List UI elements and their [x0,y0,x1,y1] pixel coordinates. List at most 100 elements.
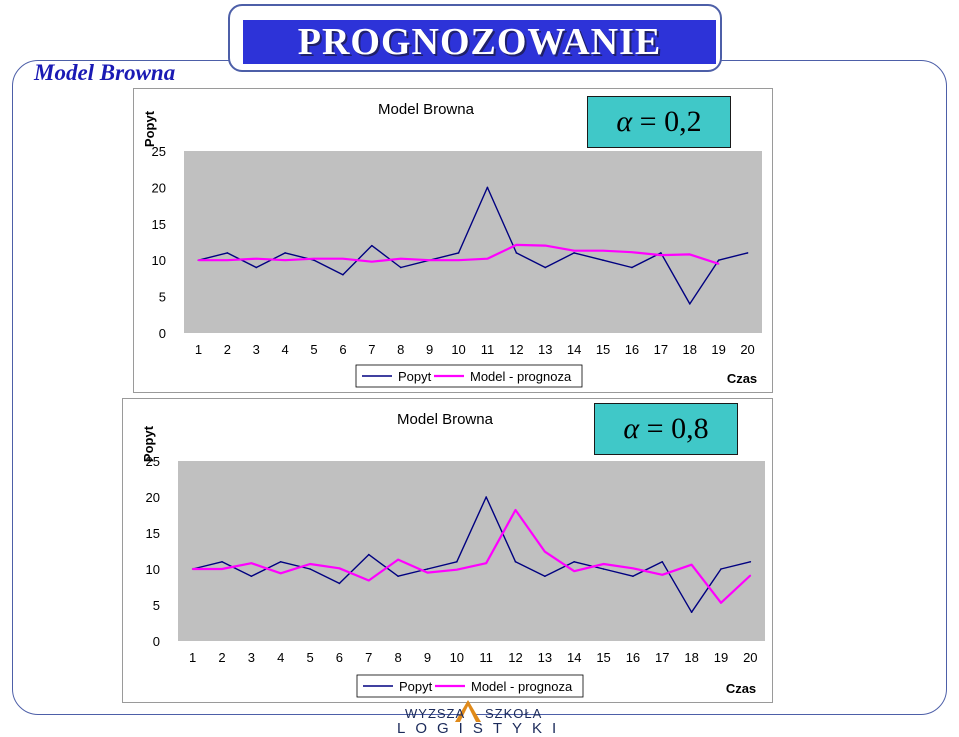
x-tick-label: 15 [596,342,610,357]
x-tick-label: 1 [189,650,196,665]
data-point [457,252,460,254]
data-point [514,509,517,511]
data-point [514,561,517,563]
data-point [456,561,458,563]
data-point [428,259,431,261]
data-point [338,582,341,585]
data-point [515,252,518,254]
logo-word-2: SZKOŁA [485,706,543,721]
y-tick-label: 5 [153,598,160,613]
data-point [515,244,518,246]
legend-label: Model - prognoza [470,369,572,384]
y-tick-label: 0 [153,634,160,649]
data-point [544,266,547,269]
school-logo: WYZSZA SZKOŁA LOGISTYKI [395,700,565,737]
x-tick-label: 12 [508,650,522,665]
data-point [544,244,547,247]
data-point [309,563,311,565]
data-point [342,257,344,260]
data-point [573,570,576,572]
data-point [717,263,720,265]
data-point [399,257,402,260]
y-tick-label: 20 [152,180,166,195]
data-point [631,266,633,269]
data-point [279,561,282,563]
data-point [250,575,253,577]
x-axis-label: Czas [726,681,756,696]
slide-subtitle: Model Browna [34,60,176,85]
data-point [309,568,311,570]
series-line-prognoza [192,508,752,604]
data-point [602,568,605,570]
data-point [279,572,282,575]
data-point [397,558,399,561]
x-tick-label: 13 [538,650,552,665]
legend-label: Popyt [398,369,432,384]
data-point [602,249,604,252]
x-tick-label: 3 [248,650,255,665]
data-point [746,252,749,254]
data-point [284,252,286,254]
y-tick-label: 15 [152,217,166,232]
data-point [602,563,605,565]
x-tick-label: 6 [339,342,346,357]
data-point [720,568,722,570]
data-point [602,259,604,261]
data-point [486,186,489,189]
data-point [399,266,402,269]
data-point [250,562,253,565]
data-point [688,303,691,305]
series-line-popyt [192,496,751,613]
x-tick-label: 11 [479,650,493,665]
alpha-label-0-2: α = 0,2 [587,96,731,148]
data-point [690,611,693,613]
x-tick-label: 18 [683,342,697,357]
data-point [660,254,662,256]
data-point [544,575,546,577]
data-point [367,579,370,582]
x-tick-label: 14 [567,342,581,357]
data-point [486,257,489,260]
legend-box [355,364,583,388]
data-point [749,561,752,563]
y-axis-label: Popyt [141,425,156,462]
x-tick-label: 9 [424,650,431,665]
y-tick-label: 10 [152,253,166,268]
y-tick-label: 25 [146,454,160,469]
alpha-symbol: α [616,105,633,138]
x-tick-label: 15 [596,650,610,665]
data-point [690,563,693,566]
y-tick-label: 25 [152,144,166,159]
data-point [342,273,344,276]
plot-area [178,461,765,641]
chart-alpha-0-2: 0 5 10 15 20 25 1 2 3 4 5 6 7 8 9 10 11 12 13 14 15 16 17 18 19 2… [133,88,773,393]
data-point [573,561,576,563]
x-tick-label: 9 [426,342,433,357]
y-tick-label: 5 [159,290,166,305]
x-tick-label: 13 [538,342,552,357]
data-point [573,252,575,254]
data-point [661,561,664,563]
data-point [632,567,634,570]
x-tick-label: 8 [397,342,404,357]
x-tick-label: 5 [306,650,313,665]
alpha-symbol: α [623,412,640,445]
chart-title: Model Browna [378,101,475,118]
data-point [717,259,720,261]
alpha-value: = 0,8 [646,412,709,445]
x-tick-label: 4 [282,342,289,357]
data-point [631,251,633,253]
y-tick-label: 0 [159,326,166,341]
chart-title: Model Browna [397,411,494,428]
y-tick-label: 15 [146,526,160,541]
x-tick-label: 6 [336,650,343,665]
data-point [688,253,691,256]
x-tick-label: 4 [277,650,284,665]
x-tick-label: 17 [655,650,669,665]
data-point [485,496,487,498]
logo-mark-icon [455,700,481,722]
logo-word-1: WYZSZA [405,706,466,721]
data-point [456,568,458,571]
